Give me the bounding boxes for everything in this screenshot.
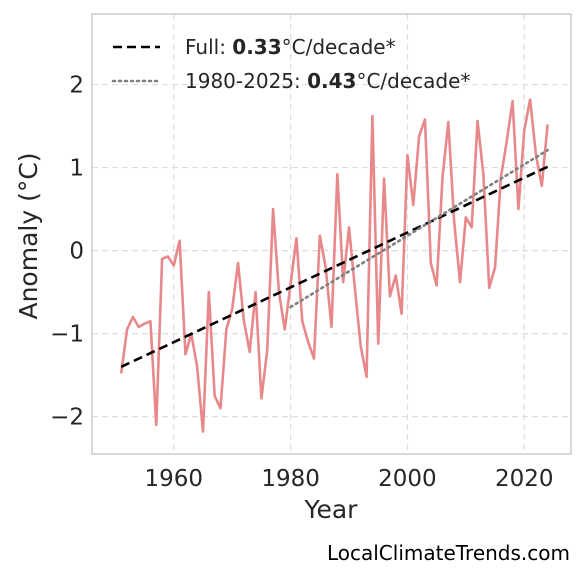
anomaly-series-line: [119, 98, 549, 433]
legend-full-rate: 0.33: [232, 35, 281, 59]
y-tick-label: 2: [69, 73, 84, 99]
legend-full-unit: °C/decade*: [282, 35, 396, 59]
recent-trend-line: [289, 148, 549, 309]
legend-recent-rate: 0.43: [307, 69, 356, 93]
legend-full-prefix: Full:: [185, 35, 232, 59]
x-tick-label: 1960: [145, 466, 204, 492]
y-tick-label: −1: [50, 322, 84, 348]
y-axis-title: Anomaly (°C): [14, 152, 43, 319]
full-trend-line: [120, 165, 549, 369]
grid-lines: [92, 14, 571, 454]
x-tick-label: 1980: [261, 466, 320, 492]
y-tick-label: 1: [69, 156, 84, 182]
site-credit: LocalClimateTrends.com: [327, 541, 570, 565]
y-tick-label: 0: [69, 239, 84, 265]
legend-recent-prefix: 1980-2025:: [185, 69, 307, 93]
y-tick-label: −2: [50, 405, 84, 431]
legend-full-label: Full: 0.33°C/decade*: [185, 35, 396, 59]
x-tick-labels: 1960 1980 2000 2020: [145, 466, 554, 492]
plot-background: [92, 14, 571, 454]
x-axis-title: Year: [304, 495, 359, 524]
x-tick-label: 2000: [378, 466, 437, 492]
x-tick-label: 2020: [495, 466, 554, 492]
data-series: [119, 98, 549, 433]
legend: Full: 0.33°C/decade* 1980-2025: 0.43°C/d…: [111, 35, 470, 93]
plot-frame: [91, 13, 572, 455]
y-tick-labels: −2 −1 0 1 2: [50, 73, 84, 431]
legend-recent-unit: °C/decade*: [356, 69, 470, 93]
legend-recent-label: 1980-2025: 0.43°C/decade*: [185, 69, 470, 93]
